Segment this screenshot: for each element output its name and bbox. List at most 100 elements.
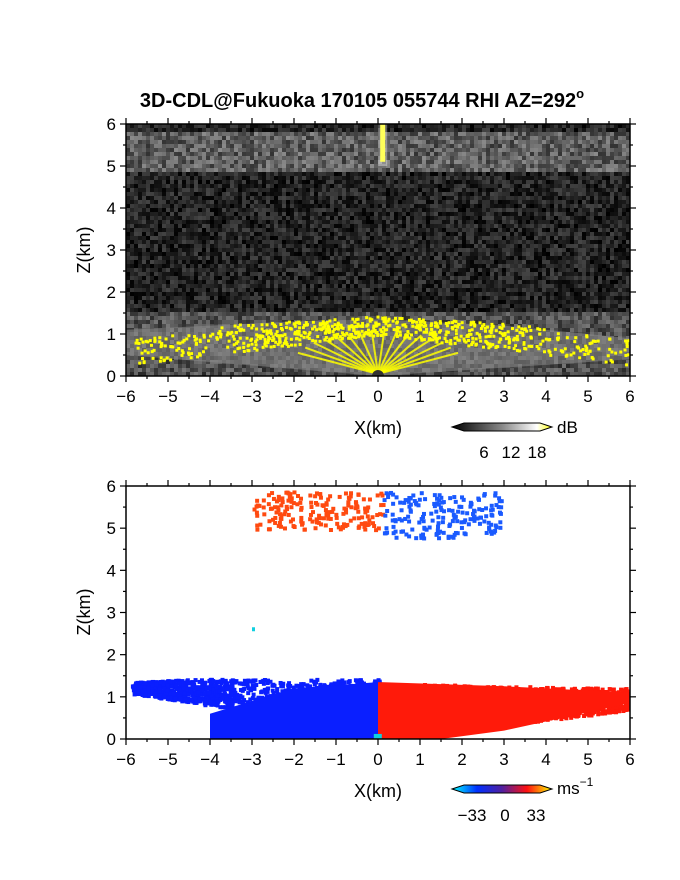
top-noise-cell [574,212,578,216]
top-noise-cell [282,144,286,148]
top-noise-cell [618,176,622,180]
top-noise-cell [334,232,338,236]
top-noise-cell [166,220,170,224]
top-noise-cell [398,152,402,156]
top-noise-cell [490,240,494,244]
top-noise-cell [446,180,450,184]
top-noise-cell [478,180,482,184]
top-noise-cell [526,132,530,136]
top-noise-cell [470,140,474,144]
top-noise-cell [490,164,494,168]
top-noise-cell [566,256,570,260]
top-noise-cell [438,224,442,228]
top-noise-cell [282,156,286,160]
top-noise-cell [194,256,198,260]
top-noise-cell [290,164,294,168]
top-noise-cell [318,196,322,200]
top-noise-cell [170,192,174,196]
top-noise-cell [258,252,262,256]
top-noise-cell [326,176,330,180]
top-noise-cell [614,172,618,176]
top-noise-cell [514,200,518,204]
top-noise-cell [214,220,218,224]
top-noise-cell [526,216,530,220]
top-noise-cell [210,204,214,208]
top-noise-cell [502,216,506,220]
top-noise-cell [142,248,146,252]
top-noise-cell [158,132,162,136]
top-noise-cell [438,212,442,216]
top-noise-cell [126,156,130,160]
top-noise-cell [434,272,438,276]
top-noise-cell [562,176,566,180]
top-noise-cell [418,232,422,236]
top-noise-cell [150,260,154,264]
top-noise-cell [382,244,386,248]
top-noise-cell [154,136,158,140]
top-noise-cell [474,148,478,152]
top-noise-cell [254,280,258,284]
top-noise-cell [550,212,554,216]
top-noise-cell [598,252,602,256]
top-noise-cell [554,136,558,140]
top-noise-cell [134,264,138,268]
top-noise-cell [578,264,582,268]
top-noise-cell [442,128,446,132]
top-noise-cell [374,232,378,236]
top-noise-cell [438,256,442,260]
top-noise-cell [414,200,418,204]
top-noise-cell [334,180,338,184]
top-noise-cell [478,276,482,280]
top-noise-cell [246,252,250,256]
top-noise-cell [410,164,414,168]
top-noise-cell [354,148,358,152]
top-noise-cell [454,200,458,204]
top-noise-cell [534,180,538,184]
top-noise-cell [242,208,246,212]
top-noise-cell [274,264,278,268]
top-noise-cell [358,184,362,188]
top-noise-cell [498,220,502,224]
top-noise-cell [158,268,162,272]
top-noise-cell [390,280,394,284]
top-noise-cell [438,160,442,164]
top-noise-cell [178,224,182,228]
top-noise-cell [486,172,490,176]
top-noise-cell [266,160,270,164]
top-noise-cell [282,180,286,184]
top-noise-cell [378,156,382,160]
top-noise-cell [186,140,190,144]
top-noise-cell [594,244,598,248]
top-noise-cell [222,280,226,284]
top-noise-cell [510,256,514,260]
top-noise-cell [194,232,198,236]
top-noise-cell [150,148,154,152]
top-noise-cell [394,192,398,196]
top-noise-cell [214,148,218,152]
top-noise-cell [478,248,482,252]
top-noise-cell [234,196,238,200]
top-noise-cell [582,212,586,216]
top-noise-cell [374,148,378,152]
top-noise-cell [402,256,406,260]
top-noise-cell [494,264,498,268]
top-noise-cell [290,240,294,244]
top-noise-cell [626,232,630,236]
top-noise-cell [326,236,330,240]
top-noise-cell [146,184,150,188]
top-noise-cell [138,164,142,168]
top-noise-cell [218,272,222,276]
top-noise-cell [382,184,386,188]
top-noise-cell [134,124,138,128]
top-noise-cell [414,260,418,264]
top-noise-cell [534,156,538,160]
top-noise-cell [186,212,190,216]
top-noise-cell [402,180,406,184]
top-noise-cell [134,220,138,224]
top-noise-cell [322,256,326,260]
top-noise-cell [474,156,478,160]
top-noise-cell [134,164,138,168]
top-noise-cell [458,164,462,168]
top-noise-cell [186,260,190,264]
top-noise-cell [146,140,150,144]
